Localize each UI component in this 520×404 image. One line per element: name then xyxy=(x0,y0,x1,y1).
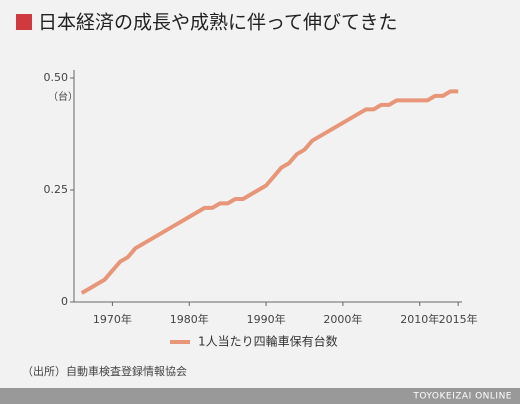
x-tick-label: 1990年 xyxy=(247,312,286,326)
source: （出所）自動車検査登録情報協会 xyxy=(22,364,187,378)
x-tick-label: 2010年 xyxy=(400,312,439,326)
x-tick-label: 2000年 xyxy=(323,312,362,326)
x-tick-label: 2015年 xyxy=(439,312,478,326)
y-unit: （台） xyxy=(48,90,78,103)
chart-title: 日本経済の成長や成熟に伴って伸びてきた xyxy=(38,12,397,34)
y-tick-label: 0.25 xyxy=(44,183,69,196)
footer-bar xyxy=(0,388,520,404)
legend-label: 1人当たり四輪車保有台数 xyxy=(198,334,338,349)
data-line xyxy=(80,89,459,295)
credit: TOYOKEIZAI ONLINE xyxy=(412,392,512,402)
y-tick-label: 0.50 xyxy=(44,71,69,84)
x-tick-label: 1980年 xyxy=(170,312,209,326)
y-tick-label: 0 xyxy=(61,295,68,308)
title-marker xyxy=(16,14,32,30)
x-tick-label: 1970年 xyxy=(93,312,132,326)
